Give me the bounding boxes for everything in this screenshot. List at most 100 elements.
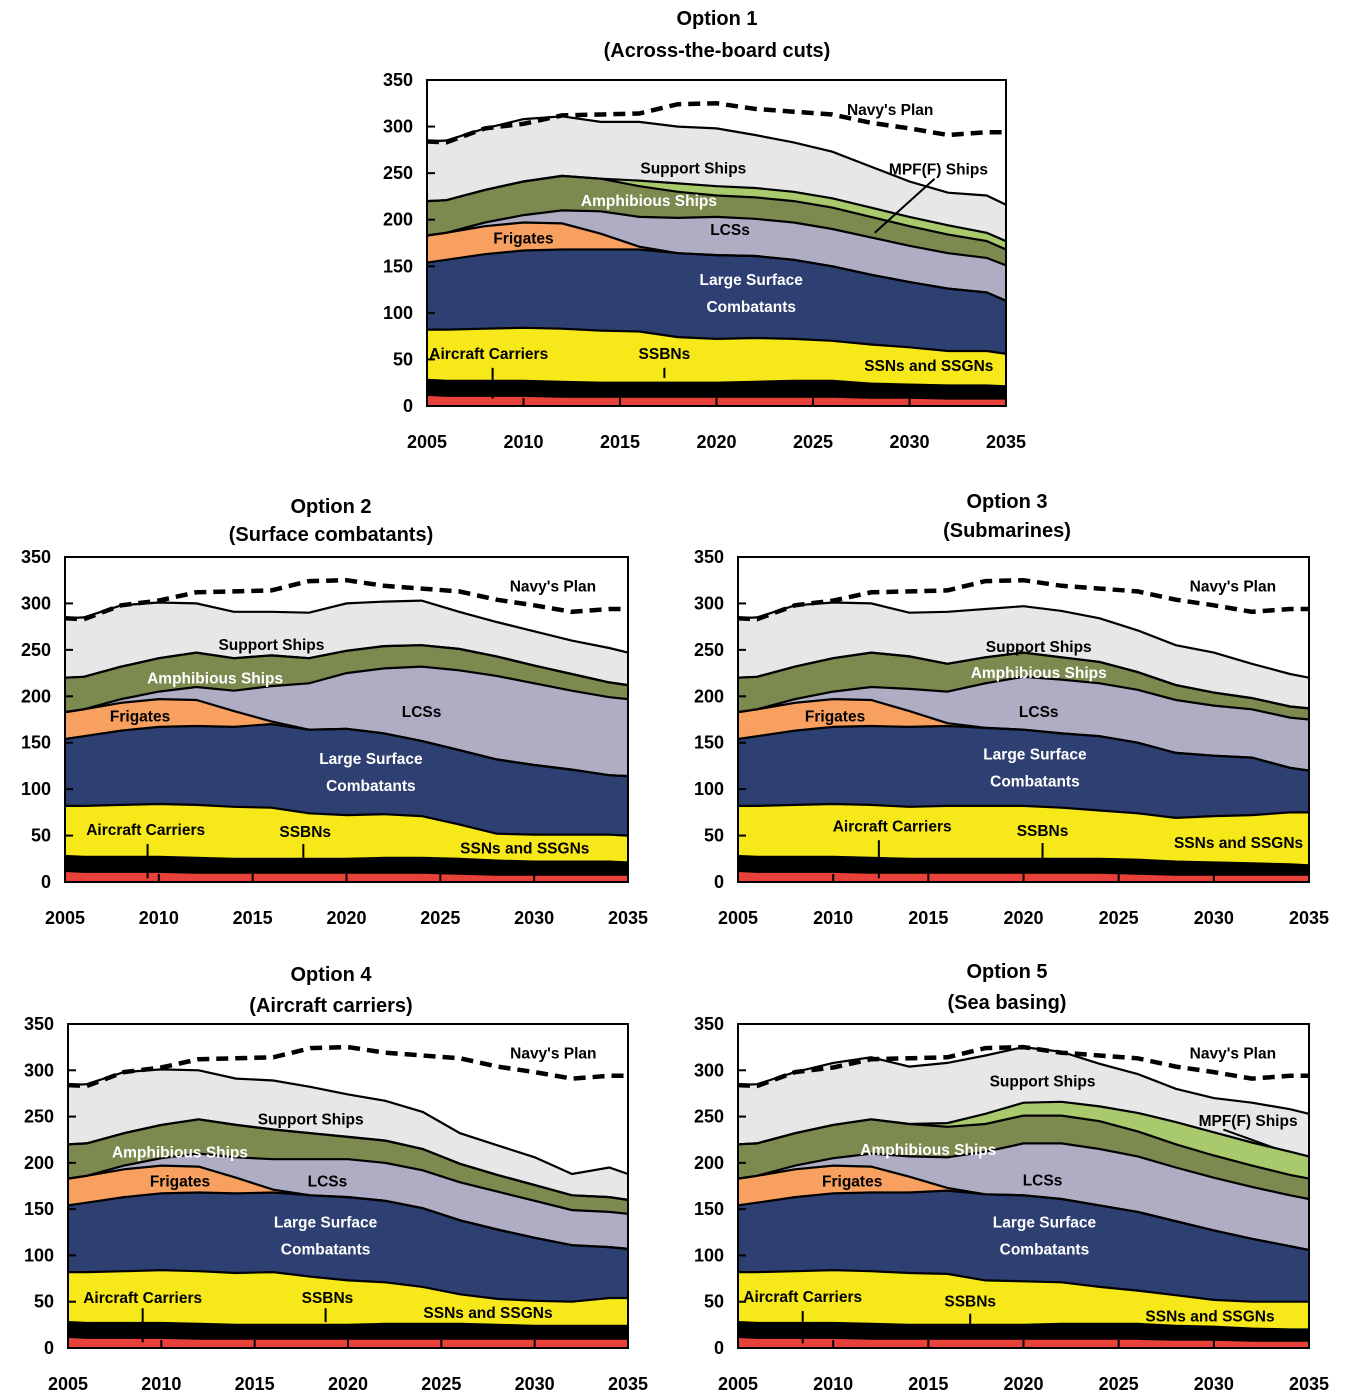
navys-plan-line — [737, 577, 1309, 622]
x-tick-label: 2030 — [515, 1374, 555, 1394]
navys-plan-line — [426, 101, 1006, 145]
x-tick-label: 2035 — [1289, 908, 1329, 928]
label-amphibious-ships: Amphibious Ships — [971, 665, 1107, 682]
label-lcss: LCSs — [1019, 704, 1059, 721]
y-tick-label: 50 — [704, 826, 724, 846]
y-tick-label: 100 — [383, 303, 413, 323]
area-amphibious — [427, 175, 1006, 266]
label-support-ships: Support Ships — [640, 160, 746, 177]
navys-plan-line — [64, 577, 628, 622]
y-tick-label: 50 — [34, 1292, 54, 1312]
area-large_surface_combatants — [68, 1192, 628, 1302]
mpf-leader-line — [874, 177, 936, 234]
area-carriers — [65, 804, 628, 863]
boundary-ssbns — [426, 378, 1007, 388]
y-tick-label: 150 — [24, 1199, 54, 1219]
x-tick-label: 2020 — [1003, 1374, 1043, 1394]
label-navys-plan: Navy's Plan — [1190, 579, 1276, 596]
label-ssbns: SSBNs — [639, 346, 691, 363]
boundary-carriers — [65, 802, 629, 837]
area-amphibious — [65, 645, 628, 713]
label-lcss: LCSs — [710, 222, 750, 239]
area-carriers — [68, 1270, 628, 1326]
x-tick-label: 2020 — [326, 908, 366, 928]
x-tick-label: 2015 — [600, 432, 640, 452]
area-support — [68, 1069, 628, 1200]
area-ssbns — [427, 379, 1006, 399]
boundary-mpf — [426, 174, 1007, 243]
boundary-mpf — [737, 651, 1310, 710]
area-carriers — [427, 327, 1006, 387]
area-support — [738, 602, 1309, 709]
y-tick-label: 0 — [714, 872, 724, 892]
panel-option-2: Option 2 (Surface combatants) 0 50 100 150 200… — [21, 496, 648, 928]
area-large_surface_combatants — [738, 726, 1309, 818]
area-large_surface_combatants — [738, 1190, 1309, 1302]
panel-option-5: Option 5 (Sea basing) 0 50 100 150 200 250 300 35… — [694, 961, 1329, 1394]
boundary-ssns — [67, 1335, 628, 1340]
y-tick-label: 350 — [21, 547, 51, 567]
panel-option-1: Option 1 (Across-the-board cuts) 0 50 100 150… — [383, 8, 1026, 452]
boundary-lcss — [64, 665, 629, 714]
label-aircraft-carriers: Aircraft Carriers — [86, 822, 205, 839]
label-aircraft-carriers: Aircraft Carriers — [743, 1289, 862, 1306]
label-frigates: Frigates — [493, 230, 553, 247]
label-amphibious-ships: Amphibious Ships — [581, 193, 717, 210]
y-tick-label: 350 — [694, 547, 724, 567]
boundary-carriers — [738, 1269, 1309, 1303]
label-navys-plan: Navy's Plan — [1190, 1046, 1276, 1063]
area-frigates — [68, 1165, 628, 1249]
label-frigates: Frigates — [822, 1173, 882, 1190]
boundary-ssbns — [737, 854, 1310, 867]
panel-option-4: Option 4 (Aircraft carriers) 0 50 100 150 200 2… — [24, 964, 648, 1394]
y-tick-label: 0 — [41, 872, 51, 892]
navys-plan-line — [67, 1044, 628, 1089]
y-tick-label: 100 — [21, 779, 51, 799]
y-tick-label: 350 — [694, 1014, 724, 1034]
x-tick-label: 2015 — [235, 1374, 275, 1394]
boundary-lcss — [67, 1152, 629, 1215]
x-tick-label: 2015 — [908, 908, 948, 928]
label-ssns-and-ssgns: SSNs and SSGNs — [460, 841, 589, 858]
label-large-surface-combatants-line2: Combatants — [706, 299, 796, 316]
y-tick-label: 250 — [694, 640, 724, 660]
panel-subtitle: (Surface combatants) — [229, 524, 434, 546]
boundary-ssbns — [737, 1321, 1309, 1331]
label-amphibious-ships: Amphibious Ships — [112, 1145, 248, 1162]
label-large-surface-combatants: Large Surface — [319, 751, 423, 768]
x-tick-label: 2020 — [696, 432, 736, 452]
label-ssns-and-ssgns: SSNs and SSGNs — [864, 358, 993, 375]
boundary-frigates — [64, 697, 629, 778]
boundary-lcss — [737, 1142, 1310, 1201]
label-amphibious-ships: Amphibious Ships — [147, 671, 283, 688]
x-tick-label: 2025 — [1099, 908, 1139, 928]
y-tick-label: 50 — [31, 826, 51, 846]
label-frigates: Frigates — [110, 709, 170, 726]
y-tick-label: 300 — [694, 1060, 724, 1080]
label-lcss: LCSs — [308, 1173, 348, 1190]
boundary-ssbns — [67, 1321, 628, 1327]
y-tick-label: 0 — [714, 1338, 724, 1358]
area-frigates — [738, 699, 1309, 771]
panel-title: Option 2 — [290, 496, 371, 518]
label-frigates: Frigates — [805, 709, 865, 726]
x-tick-label: 2005 — [45, 908, 85, 928]
boundary-frigates — [737, 697, 1310, 772]
y-tick-label: 250 — [24, 1107, 54, 1127]
y-tick-label: 50 — [393, 349, 413, 369]
y-tick-label: 0 — [44, 1338, 54, 1358]
label-navys-plan: Navy's Plan — [847, 102, 933, 119]
y-tick-label: 300 — [24, 1060, 54, 1080]
y-tick-label: 150 — [694, 733, 724, 753]
x-tick-label: 2035 — [1289, 1374, 1329, 1394]
label-navys-plan: Navy's Plan — [510, 1046, 596, 1063]
navys-plan-line — [737, 1044, 1309, 1089]
x-tick-label: 2030 — [1194, 1374, 1234, 1394]
area-support — [65, 600, 628, 686]
boundary-carriers — [427, 326, 1007, 355]
area-amphibious — [738, 652, 1309, 720]
y-tick-label: 200 — [694, 686, 724, 706]
panel-option-3: Option 3 (Submarines) 0 50 100 150 200 250 300 35… — [694, 491, 1329, 928]
x-tick-label: 2005 — [718, 908, 758, 928]
label-support-ships: Support Ships — [258, 1111, 364, 1128]
